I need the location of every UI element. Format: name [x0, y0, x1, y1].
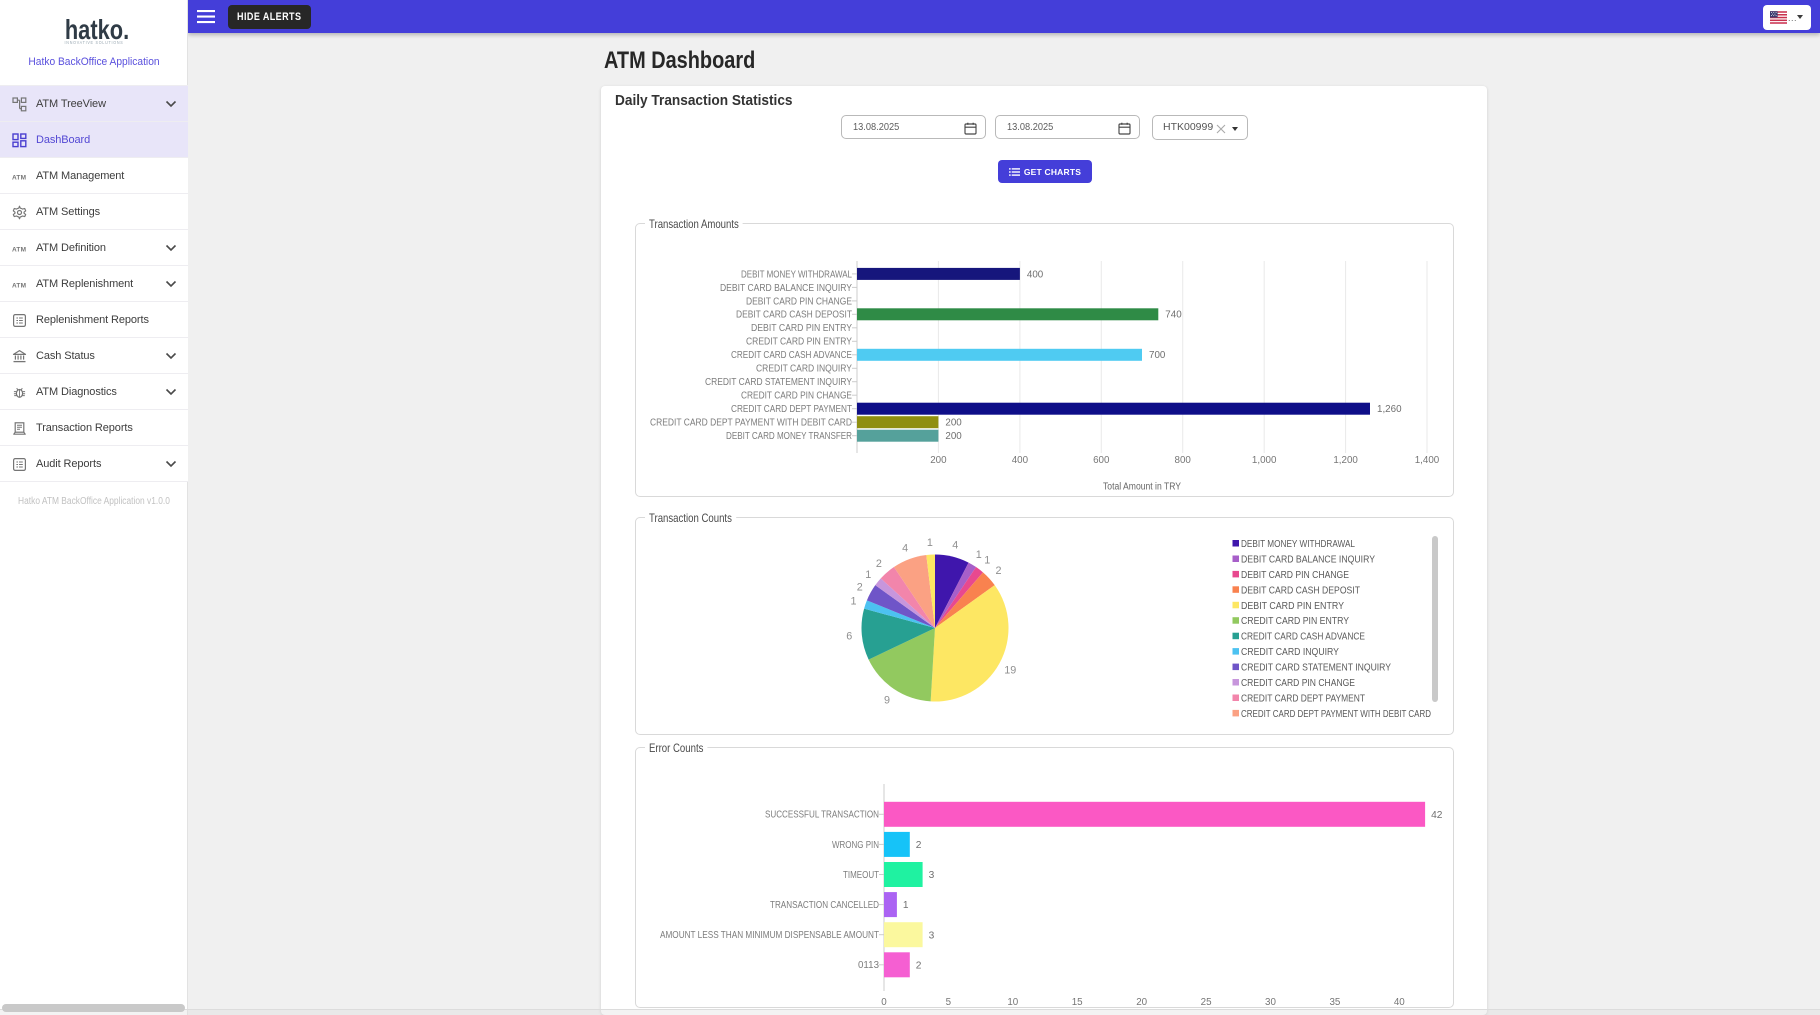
svg-text:Total Amount in TRY: Total Amount in TRY — [1103, 482, 1181, 493]
svg-text:ATM: ATM — [12, 283, 26, 290]
svg-text:1: 1 — [850, 596, 856, 608]
svg-text:9: 9 — [884, 694, 890, 706]
svg-text:30: 30 — [1265, 997, 1276, 1008]
svg-text:1,400: 1,400 — [1415, 455, 1440, 466]
svg-text:25: 25 — [1201, 997, 1212, 1008]
svg-text:DEBIT CARD PIN CHANGE: DEBIT CARD PIN CHANGE — [746, 296, 852, 307]
svg-text:DEBIT CARD PIN ENTRY: DEBIT CARD PIN ENTRY — [751, 323, 852, 334]
svg-text:DEBIT CARD CASH DEPOSIT: DEBIT CARD CASH DEPOSIT — [736, 310, 852, 321]
svg-text:CREDIT CARD PIN ENTRY: CREDIT CARD PIN ENTRY — [746, 337, 852, 348]
svg-text:CREDIT CARD DEPT PAYMENT WITH: CREDIT CARD DEPT PAYMENT WITH DEBIT CARD — [1241, 709, 1431, 720]
svg-text:15: 15 — [1072, 997, 1083, 1008]
svg-text:600: 600 — [1093, 455, 1110, 466]
svg-text:200: 200 — [945, 431, 962, 442]
svg-text:3: 3 — [929, 930, 935, 941]
svg-text:CREDIT CARD STATEMENT INQUIRY: CREDIT CARD STATEMENT INQUIRY — [1241, 663, 1391, 674]
svg-text:CREDIT CARD CASH ADVANCE: CREDIT CARD CASH ADVANCE — [1241, 632, 1365, 643]
svg-text:1: 1 — [865, 569, 871, 581]
svg-text:19: 19 — [1004, 665, 1016, 677]
svg-text:DEBIT MONEY WITHDRAWAL: DEBIT MONEY WITHDRAWAL — [1241, 539, 1355, 550]
svg-text:1: 1 — [976, 549, 982, 561]
svg-text:400: 400 — [1012, 455, 1029, 466]
svg-text:CREDIT CARD PIN CHANGE: CREDIT CARD PIN CHANGE — [1241, 678, 1355, 689]
svg-text:CREDIT CARD DEPT PAYMENT: CREDIT CARD DEPT PAYMENT — [1241, 694, 1365, 705]
svg-text:5: 5 — [946, 997, 952, 1008]
svg-text:35: 35 — [1329, 997, 1340, 1008]
svg-text:2: 2 — [995, 565, 1001, 577]
svg-text:DEBIT MONEY WITHDRAWAL: DEBIT MONEY WITHDRAWAL — [741, 269, 852, 280]
svg-text:CREDIT CARD STATEMENT INQUIRY: CREDIT CARD STATEMENT INQUIRY — [705, 377, 852, 388]
svg-text:10: 10 — [1007, 997, 1018, 1008]
svg-text:2: 2 — [916, 960, 922, 971]
svg-text:740: 740 — [1165, 310, 1182, 321]
svg-text:2: 2 — [857, 582, 863, 594]
svg-text:DEBIT CARD CASH DEPOSIT: DEBIT CARD CASH DEPOSIT — [1241, 585, 1360, 596]
svg-text:CREDIT CARD INQUIRY: CREDIT CARD INQUIRY — [756, 364, 852, 375]
svg-text:400: 400 — [1027, 269, 1044, 280]
svg-text:1: 1 — [927, 537, 933, 549]
svg-text:DEBIT CARD PIN ENTRY: DEBIT CARD PIN ENTRY — [1241, 601, 1344, 612]
svg-text:800: 800 — [1175, 455, 1192, 466]
svg-text:3: 3 — [929, 870, 935, 881]
svg-text:0: 0 — [881, 997, 887, 1008]
svg-text:200: 200 — [945, 418, 962, 429]
svg-text:WRONG PIN: WRONG PIN — [832, 840, 879, 851]
svg-text:1,260: 1,260 — [1377, 404, 1402, 415]
svg-text:700: 700 — [1149, 350, 1166, 361]
svg-text:4: 4 — [952, 539, 958, 551]
svg-text:20: 20 — [1136, 997, 1147, 1008]
svg-text:2: 2 — [876, 558, 882, 570]
svg-text:1: 1 — [984, 555, 990, 567]
svg-text:1,000: 1,000 — [1252, 455, 1277, 466]
svg-text:2: 2 — [916, 840, 922, 851]
svg-text:CREDIT CARD PIN CHANGE: CREDIT CARD PIN CHANGE — [741, 391, 852, 402]
svg-text:1: 1 — [903, 900, 909, 911]
svg-text:ATM: ATM — [12, 247, 26, 254]
svg-text:AMOUNT LESS THAN MINIMUM DISPE: AMOUNT LESS THAN MINIMUM DISPENSABLE AMO… — [660, 930, 879, 941]
svg-text:0113: 0113 — [858, 960, 879, 971]
svg-text:CREDIT CARD DEPT PAYMENT: CREDIT CARD DEPT PAYMENT — [731, 404, 852, 415]
svg-text:1,200: 1,200 — [1333, 455, 1358, 466]
svg-text:42: 42 — [1431, 810, 1443, 821]
svg-text:200: 200 — [930, 455, 947, 466]
svg-text:CREDIT CARD DEPT PAYMENT WITH: CREDIT CARD DEPT PAYMENT WITH DEBIT CARD — [650, 418, 852, 429]
svg-text:ATM: ATM — [12, 175, 26, 182]
svg-text:SUCCESSFUL TRANSACTION: SUCCESSFUL TRANSACTION — [765, 810, 879, 821]
svg-text:DEBIT CARD MONEY TRANSFER: DEBIT CARD MONEY TRANSFER — [726, 431, 852, 442]
svg-text:TIMEOUT: TIMEOUT — [843, 870, 879, 881]
svg-text:4: 4 — [902, 542, 908, 554]
svg-text:CREDIT CARD CASH ADVANCE: CREDIT CARD CASH ADVANCE — [731, 350, 852, 361]
svg-text:DEBIT CARD PIN CHANGE: DEBIT CARD PIN CHANGE — [1241, 570, 1349, 581]
svg-text:40: 40 — [1394, 997, 1405, 1008]
svg-text:CREDIT CARD PIN ENTRY: CREDIT CARD PIN ENTRY — [1241, 616, 1349, 627]
svg-text:DEBIT CARD BALANCE INQUIRY: DEBIT CARD BALANCE INQUIRY — [1241, 555, 1375, 566]
svg-text:TRANSACTION CANCELLED: TRANSACTION CANCELLED — [770, 900, 879, 911]
svg-text:6: 6 — [846, 631, 852, 643]
svg-text:DEBIT CARD BALANCE INQUIRY: DEBIT CARD BALANCE INQUIRY — [720, 283, 852, 294]
svg-text:CREDIT CARD INQUIRY: CREDIT CARD INQUIRY — [1241, 647, 1339, 658]
